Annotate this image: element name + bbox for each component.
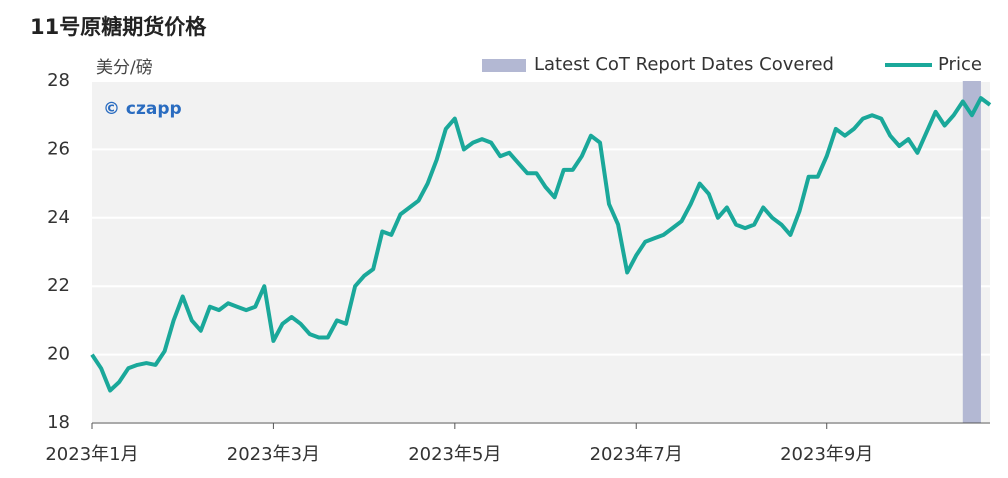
x-tick-label: 2023年1月 (45, 444, 138, 465)
chart-title: 11号原糖期货价格 (30, 15, 207, 39)
y-tick-label: 22 (47, 275, 70, 296)
highlight-band (962, 81, 981, 423)
y-tick-label: 24 (47, 207, 70, 228)
legend-swatch (482, 59, 526, 72)
x-tick-label: 2023年5月 (408, 444, 501, 465)
legend-label: Price (938, 54, 982, 75)
x-tick-label: 2023年3月 (227, 444, 320, 465)
y-tick-label: 20 (47, 344, 70, 365)
x-tick-label: 2023年7月 (590, 444, 683, 465)
price-line (90, 96, 992, 393)
y-tick-label: 28 (47, 70, 70, 91)
y-tick-label: 18 (47, 412, 70, 433)
plot-background (92, 81, 990, 423)
y-axis-label: 美分/磅 (96, 58, 153, 78)
x-tick-label: 2023年9月 (780, 444, 873, 465)
legend-label: Latest CoT Report Dates Covered (534, 54, 834, 75)
y-tick-label: 26 (47, 138, 70, 159)
watermark: © czapp (103, 99, 182, 119)
